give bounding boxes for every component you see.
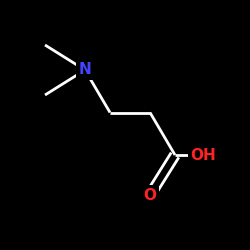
Text: O: O xyxy=(144,188,156,202)
Text: OH: OH xyxy=(190,148,216,162)
Text: N: N xyxy=(78,62,92,78)
